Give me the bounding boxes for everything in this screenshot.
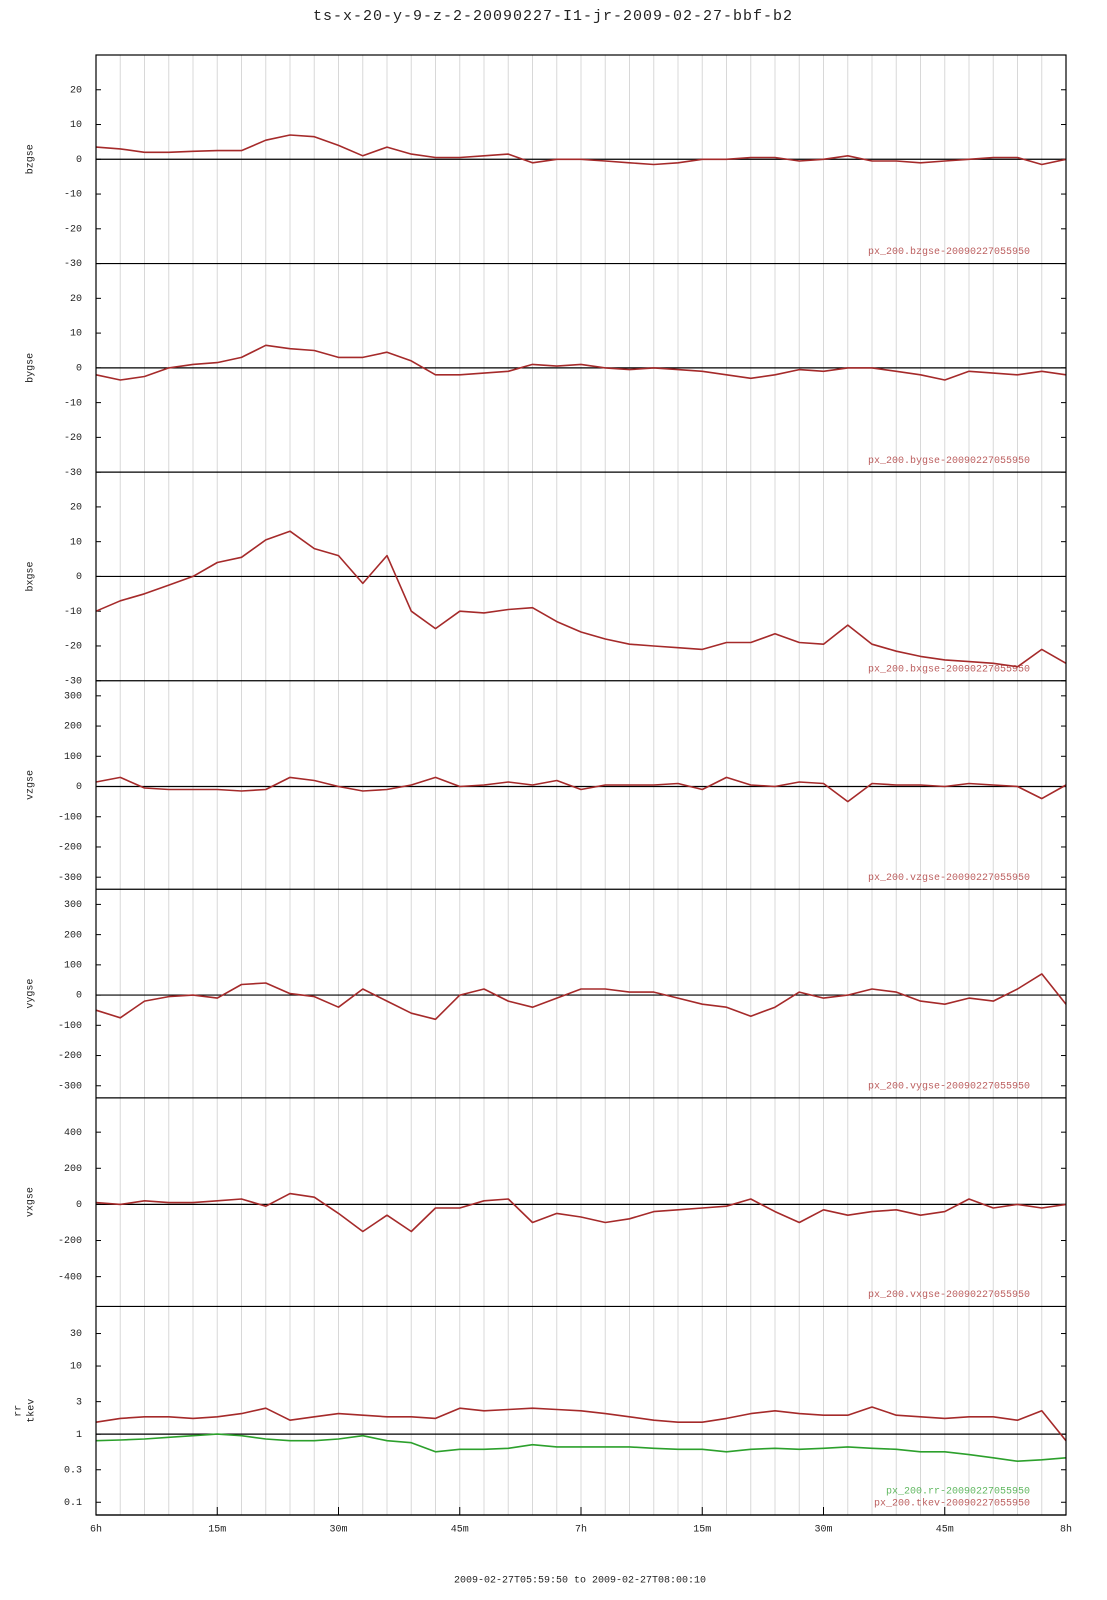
series-line xyxy=(95,776,1067,803)
y-tick-label: 0.1 xyxy=(64,1498,82,1509)
y-tick-label: -20 xyxy=(64,224,82,235)
y-tick-label: 0 xyxy=(76,991,82,1002)
y-axis-label: tkev xyxy=(26,1399,38,1423)
series-line xyxy=(95,530,1067,668)
y-tick-label: -10 xyxy=(64,190,82,201)
x-tick-label: 45m xyxy=(936,1525,954,1536)
x-tick-label: 15m xyxy=(208,1525,226,1536)
y-tick-label: 10 xyxy=(70,120,82,131)
x-tick-label: 30m xyxy=(329,1525,347,1536)
y-tick-label: -10 xyxy=(64,607,82,618)
y-tick-label: 200 xyxy=(64,930,82,941)
series-line xyxy=(95,973,1067,1021)
x-axis-label: 2009-02-27T05:59:50 to 2009-02-27T08:00:… xyxy=(454,1576,706,1587)
y-tick-label: -200 xyxy=(58,1236,82,1247)
y-tick-label: -100 xyxy=(58,1021,82,1032)
series-line xyxy=(95,1406,1067,1442)
legend-label: px_200.rr-20090227055950 xyxy=(886,1487,1030,1498)
y-tick-label: 0 xyxy=(76,155,82,166)
y-axis-label: vygse xyxy=(26,979,37,1009)
y-tick-label: 100 xyxy=(64,960,82,971)
y-tick-label: 10 xyxy=(70,537,82,548)
y-tick-label: 0 xyxy=(76,782,82,793)
y-tick-label: -200 xyxy=(58,843,82,854)
y-tick-label: -200 xyxy=(58,1051,82,1062)
y-tick-label: 1 xyxy=(76,1430,82,1441)
x-tick-label: 15m xyxy=(693,1525,711,1536)
y-tick-label: 300 xyxy=(64,691,82,702)
legend-label: px_200.bzgse-20090227055950 xyxy=(868,246,1030,258)
y-tick-label: 400 xyxy=(64,1128,82,1139)
y-tick-label: 200 xyxy=(64,722,82,733)
series-line xyxy=(95,1433,1067,1462)
x-tick-label: 7h xyxy=(575,1524,587,1536)
y-tick-label: 20 xyxy=(70,294,82,305)
plot-frame xyxy=(95,54,1067,1516)
legend-label: px_200.vzgse-20090227055950 xyxy=(868,873,1030,884)
y-tick-label: -400 xyxy=(58,1272,82,1283)
y-tick-label: 0 xyxy=(76,572,82,583)
y-tick-label: 0.3 xyxy=(64,1465,82,1476)
y-tick-label: -10 xyxy=(64,398,82,409)
legend-label: px_200.vxgse-20090227055950 xyxy=(868,1290,1030,1301)
y-tick-label: 20 xyxy=(70,85,82,96)
y-axis-label: bxgse xyxy=(25,561,37,591)
y-axis-label: bzgse xyxy=(25,144,37,174)
y-tick-label: 200 xyxy=(64,1164,82,1175)
x-tick-label: 6h xyxy=(90,1524,102,1536)
y-axis-label: vxgse xyxy=(26,1187,37,1217)
figure-title: ts-x-20-y-9-z-2-20090227-I1-jr-2009-02-2… xyxy=(313,8,793,25)
x-tick-label: 45m xyxy=(451,1525,469,1536)
y-tick-label: 100 xyxy=(64,752,82,763)
y-tick-label: 300 xyxy=(64,900,82,911)
y-tick-label: -300 xyxy=(58,873,82,884)
y-tick-label: 0 xyxy=(76,1200,82,1211)
y-axis-label: vzgse xyxy=(26,770,37,800)
y-tick-label: -20 xyxy=(64,433,82,444)
y-tick-label: -20 xyxy=(64,642,82,653)
y-tick-label: -300 xyxy=(58,1081,82,1092)
y-tick-label: 10 xyxy=(70,329,82,340)
y-tick-label: 10 xyxy=(70,1362,82,1373)
legend-label: px_200.bxgse-20090227055950 xyxy=(868,663,1030,675)
y-axis-label: rr xyxy=(14,1405,25,1417)
series-line xyxy=(95,344,1067,381)
x-tick-label: 8h xyxy=(1060,1524,1072,1536)
series-line xyxy=(95,1192,1067,1233)
y-tick-label: -100 xyxy=(58,812,82,823)
y-tick-label: 3 xyxy=(76,1397,82,1408)
y-tick-label: 20 xyxy=(70,503,82,514)
y-tick-label: -30 xyxy=(64,468,82,479)
legend-label: px_200.vygse-20090227055950 xyxy=(868,1081,1030,1092)
y-tick-label: 0 xyxy=(76,363,82,374)
y-axis-label: bygse xyxy=(25,353,37,383)
y-tick-label: -30 xyxy=(64,676,82,687)
y-tick-label: -30 xyxy=(64,259,82,270)
series-line xyxy=(95,134,1067,166)
y-tick-label: 30 xyxy=(70,1329,82,1340)
x-tick-label: 30m xyxy=(814,1525,832,1536)
legend-label: px_200.bygse-20090227055950 xyxy=(868,455,1030,467)
legend-label: px_200.tkev-20090227055950 xyxy=(874,1498,1030,1510)
